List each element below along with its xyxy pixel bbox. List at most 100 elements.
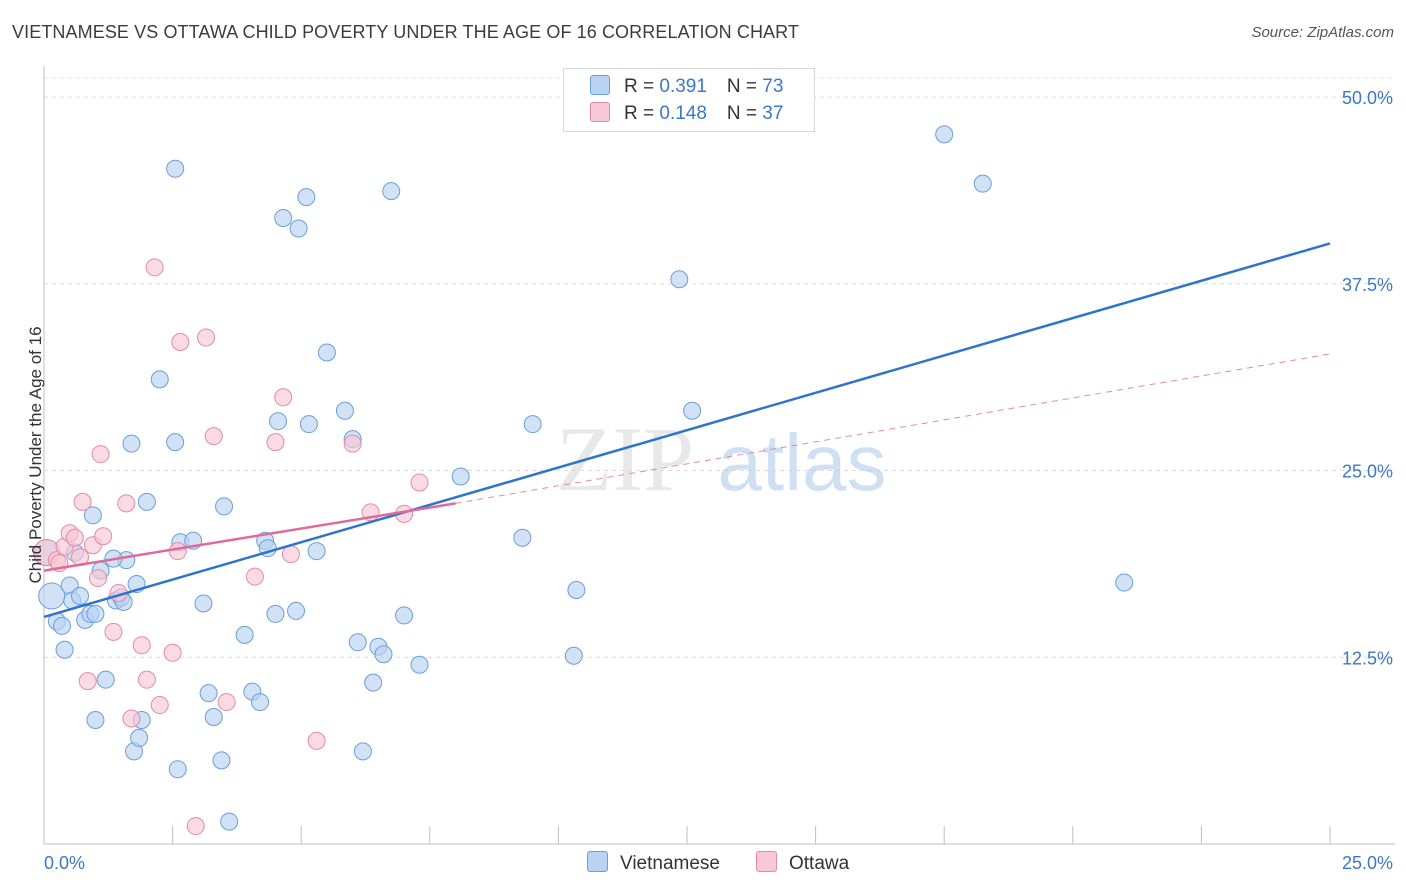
data-point <box>353 742 372 761</box>
data-point <box>215 497 234 516</box>
data-point <box>55 640 74 659</box>
data-point <box>266 433 285 452</box>
data-point <box>122 434 141 453</box>
data-point <box>410 655 429 674</box>
data-point <box>186 817 205 836</box>
legend-item-vietnamese: Vietnamese <box>587 851 720 875</box>
ottawa-legend-swatch <box>756 851 777 872</box>
data-point <box>523 415 542 434</box>
data-point <box>197 328 216 347</box>
data-point <box>395 606 414 625</box>
data-point <box>307 731 326 750</box>
chart-title: VIETNAMESE VS OTTAWA CHILD POVERTY UNDER… <box>12 22 800 42</box>
y-tick-label: 37.5% <box>1342 275 1393 295</box>
data-point <box>204 708 223 727</box>
data-point <box>53 616 72 635</box>
data-point <box>567 581 586 600</box>
data-point <box>86 604 105 623</box>
trend-lines <box>43 242 1331 619</box>
data-point <box>91 445 110 464</box>
data-point <box>150 696 169 715</box>
data-point <box>410 473 429 492</box>
trend-line-ottawa-extension <box>455 353 1331 504</box>
r-label: R = <box>624 76 660 97</box>
data-point <box>199 684 218 703</box>
r-label: R = <box>624 103 660 124</box>
data-point <box>683 401 702 420</box>
source-label: Source: ZipAtlas.com <box>1251 24 1394 41</box>
data-point <box>73 492 92 511</box>
data-point <box>168 760 187 779</box>
data-point <box>166 159 185 178</box>
data-point <box>364 673 383 692</box>
data-point <box>217 693 236 712</box>
data-point <box>274 209 293 228</box>
data-point <box>212 751 231 770</box>
data-point <box>1115 573 1134 592</box>
data-point <box>235 625 254 644</box>
data-point <box>564 646 583 665</box>
data-point <box>150 370 169 389</box>
data-point <box>78 672 97 691</box>
data-point <box>382 182 401 201</box>
data-point <box>973 174 992 193</box>
y-axis-label: Child Poverty Under the Age of 16 <box>26 326 45 584</box>
data-point <box>335 401 354 420</box>
data-point <box>343 434 362 453</box>
data-point <box>137 492 156 511</box>
axes <box>43 66 1395 845</box>
y-tick-label: 50.0% <box>1342 88 1393 108</box>
data-point <box>307 542 326 561</box>
data-point <box>317 343 336 362</box>
legend-row-ottawa: R = 0.148 N = 37 <box>590 102 783 125</box>
data-point <box>287 601 306 620</box>
data-point <box>451 467 470 486</box>
data-point <box>94 527 113 546</box>
series-vietnamese <box>33 125 1134 831</box>
data-point <box>96 670 115 689</box>
data-point <box>65 528 84 547</box>
data-point <box>670 270 689 289</box>
data-point <box>289 219 308 238</box>
tick-labels: 12.5% 25.0% 37.5% 50.0% 0.0% 25.0% <box>44 88 1393 873</box>
legend-item-ottawa: Ottawa <box>756 851 849 875</box>
data-point <box>299 415 318 434</box>
trend-line-vietnamese <box>43 242 1331 619</box>
data-point <box>171 333 190 352</box>
data-point <box>251 693 270 712</box>
data-point <box>220 812 239 831</box>
data-point <box>86 710 105 729</box>
data-point <box>137 670 156 689</box>
y-tick-label: 12.5% <box>1342 648 1393 668</box>
data-point <box>204 427 223 446</box>
y-tick-label: 25.0% <box>1342 462 1393 482</box>
data-point <box>163 643 182 662</box>
data-point <box>38 582 66 610</box>
vietnamese-swatch <box>590 75 610 95</box>
data-point <box>269 412 288 431</box>
watermark: ZIP atlas <box>556 408 886 510</box>
n-value: 73 <box>762 76 784 97</box>
ottawa-swatch <box>590 102 610 122</box>
data-point <box>166 433 185 452</box>
data-point <box>130 728 149 747</box>
data-point <box>935 125 954 144</box>
data-point <box>168 542 187 561</box>
data-point <box>274 388 293 407</box>
n-value: 37 <box>762 103 784 124</box>
stats-legend: R = 0.391 N = 73 R = 0.148 N = 37 <box>563 68 815 132</box>
watermark-zip: ZIP <box>556 408 694 510</box>
data-point <box>132 636 151 655</box>
gridlines <box>44 77 1395 658</box>
data-point <box>245 567 264 586</box>
data-point <box>513 528 532 547</box>
data-point <box>122 709 141 728</box>
x-tick-label: 25.0% <box>1342 853 1393 873</box>
legend-row-vietnamese: R = 0.391 N = 73 <box>590 75 783 98</box>
data-point <box>194 594 213 613</box>
data-point <box>71 586 90 605</box>
vietnamese-legend-swatch <box>587 851 608 872</box>
watermark-atlas: atlas <box>718 418 887 507</box>
x-tick-label: 0.0% <box>44 853 85 873</box>
